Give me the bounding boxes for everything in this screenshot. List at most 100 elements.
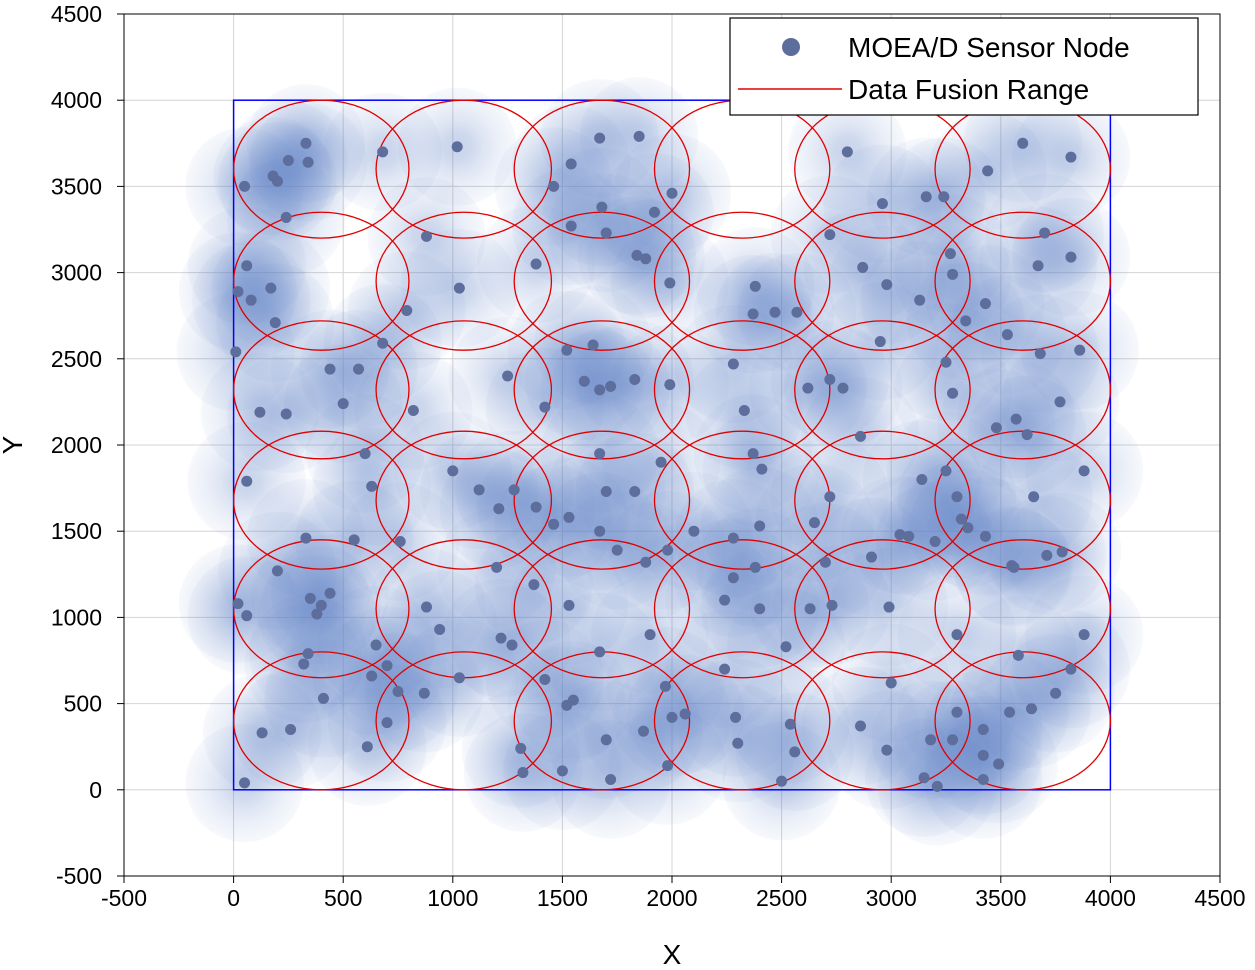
sensor-node-point (979, 298, 991, 310)
sensor-node-point (940, 465, 952, 477)
sensor-node-point (245, 294, 257, 306)
sensor-node-point (324, 587, 336, 599)
sensor-node-point (407, 405, 419, 417)
sensor-node-point (730, 711, 742, 723)
sensor-node-point (662, 760, 674, 772)
sensor-node-point (732, 737, 744, 749)
sensor-node-point (434, 623, 446, 635)
y-tick-label: -500 (56, 863, 102, 889)
sensor-node-point (631, 249, 643, 261)
sensor-node-point (749, 561, 761, 573)
sensor-node-point (666, 187, 678, 199)
sensor-node-point (337, 398, 349, 410)
sensor-node-point (1028, 491, 1040, 503)
sensor-node-point (418, 687, 430, 699)
x-tick-label: 3500 (975, 885, 1026, 911)
sensor-node-point (304, 592, 316, 604)
sensor-node-point (282, 155, 294, 167)
sensor-node-point (920, 191, 932, 203)
sensor-node-point (565, 158, 577, 170)
sensor-node-point (600, 227, 612, 239)
x-tick-label: 0 (227, 885, 240, 911)
sensor-node-point (506, 639, 518, 651)
sensor-node-point (804, 603, 816, 615)
sensor-node-point (824, 229, 836, 241)
sensor-node-point (528, 579, 540, 591)
sensor-node-point (539, 673, 551, 685)
fusion-range-circle (653, 651, 831, 791)
sensor-node-point (1008, 561, 1020, 573)
sensor-node-point (311, 608, 323, 620)
sensor-node-point (594, 646, 606, 658)
sensor-node-point (855, 720, 867, 732)
sensor-node-point (302, 648, 314, 660)
x-tick-label: 2500 (756, 885, 807, 911)
sensor-node-point (791, 306, 803, 318)
sensor-node-point (947, 268, 959, 280)
sensor-node-point (561, 344, 573, 356)
sensor-node-point (747, 448, 759, 460)
sensor-node-point (938, 191, 950, 203)
sensor-node-point (1065, 151, 1077, 163)
sensor-node-point (951, 706, 963, 718)
fusion-range-circle (232, 211, 410, 351)
sensor-node-point (269, 317, 281, 329)
sensor-node-point (232, 598, 244, 610)
sensor-node-point (727, 358, 739, 370)
y-tick-label: 1500 (51, 518, 102, 544)
sensor-node-point (491, 561, 503, 573)
sensor-node-point (977, 723, 989, 735)
sensor-node-point (977, 749, 989, 761)
sensor-node-point (530, 258, 542, 270)
sensor-node-point (769, 306, 781, 318)
sensor-node-point (960, 315, 972, 327)
sensor-node-point (754, 603, 766, 615)
sensor-node-point (453, 672, 465, 684)
sensor-node-point (749, 280, 761, 292)
sensor-node-point (1017, 137, 1029, 149)
y-tick-label: 4500 (51, 1, 102, 27)
sensor-node-point (824, 491, 836, 503)
fusion-range-circle (232, 99, 410, 239)
sensor-node-point (1041, 549, 1053, 561)
sensor-node-point (256, 727, 268, 739)
sensor-node-point (473, 484, 485, 496)
y-tick-label: 3000 (51, 260, 102, 286)
sensor-node-point (300, 137, 312, 149)
y-tick-label: 1000 (51, 604, 102, 630)
sensor-node-point (947, 387, 959, 399)
sensor-node-point (857, 261, 869, 273)
sensor-node-point (925, 734, 937, 746)
sensor-node-point (664, 379, 676, 391)
sensor-node-point (1050, 687, 1062, 699)
sensor-node-point (780, 641, 792, 653)
sensor-node-point (254, 406, 266, 418)
sensor-node-point (285, 723, 297, 735)
sensor-node-point (826, 599, 838, 611)
sensor-node-point (605, 773, 617, 785)
sensor-node-point (931, 780, 943, 792)
sensor-node-point (914, 294, 926, 306)
fusion-range-circle (794, 430, 971, 570)
sensor-node-point (876, 198, 888, 210)
x-tick-label: 2000 (646, 885, 697, 911)
sensor-node-point (447, 465, 459, 477)
sensor-node-point (688, 525, 700, 537)
sensor-node-point (241, 610, 253, 622)
legend-box (729, 17, 1199, 116)
sensor-node-point (776, 775, 788, 787)
sensor-node-point (539, 401, 551, 413)
sensor-node-point (1012, 649, 1024, 661)
sensor-node-point (495, 632, 507, 644)
sensor-node-point (392, 686, 404, 698)
sensor-node-point (594, 384, 606, 396)
sensor-node-point (727, 572, 739, 584)
sensor-node-point (929, 536, 941, 548)
sensor-node-point (1054, 396, 1066, 408)
sensor-node-point (629, 486, 641, 498)
y-tick-label: 2000 (51, 432, 102, 458)
x-axis-title: X (663, 939, 682, 970)
sensor-node-point (747, 308, 759, 320)
fusion-range-circle (232, 651, 410, 791)
fusion-range-circle (232, 430, 410, 570)
